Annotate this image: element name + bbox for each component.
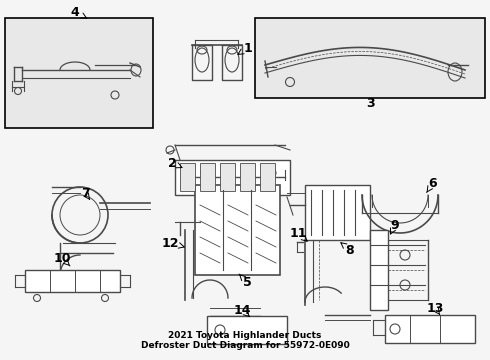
Bar bbox=[5, 18, 153, 128]
Text: 8: 8 bbox=[345, 243, 354, 257]
Text: 4: 4 bbox=[71, 5, 79, 18]
Text: 2021 Toyota Highlander Ducts
Defroster Duct Diagram for 55972-0E090: 2021 Toyota Highlander Ducts Defroster D… bbox=[141, 330, 349, 350]
Bar bbox=[180, 163, 195, 191]
Text: 14: 14 bbox=[233, 303, 251, 316]
Text: 10: 10 bbox=[53, 252, 71, 265]
Text: 6: 6 bbox=[429, 176, 437, 189]
Bar bbox=[305, 185, 370, 240]
Text: 13: 13 bbox=[426, 302, 443, 315]
Text: 1: 1 bbox=[244, 41, 252, 54]
Bar bbox=[175, 160, 290, 195]
Text: 11: 11 bbox=[289, 226, 307, 239]
Text: 2: 2 bbox=[168, 157, 176, 170]
Bar bbox=[195, 185, 280, 275]
Text: 3: 3 bbox=[366, 96, 374, 109]
Text: 5: 5 bbox=[243, 275, 251, 288]
Text: 7: 7 bbox=[81, 186, 89, 199]
Bar bbox=[260, 163, 275, 191]
Bar bbox=[220, 163, 235, 191]
Text: 12: 12 bbox=[161, 237, 179, 249]
Bar bbox=[255, 18, 485, 98]
Bar bbox=[240, 163, 255, 191]
Bar bbox=[200, 163, 215, 191]
Bar bbox=[370, 230, 388, 310]
Text: 9: 9 bbox=[391, 219, 399, 231]
Bar bbox=[385, 315, 475, 343]
Bar bbox=[25, 270, 120, 292]
Bar bbox=[207, 316, 287, 344]
